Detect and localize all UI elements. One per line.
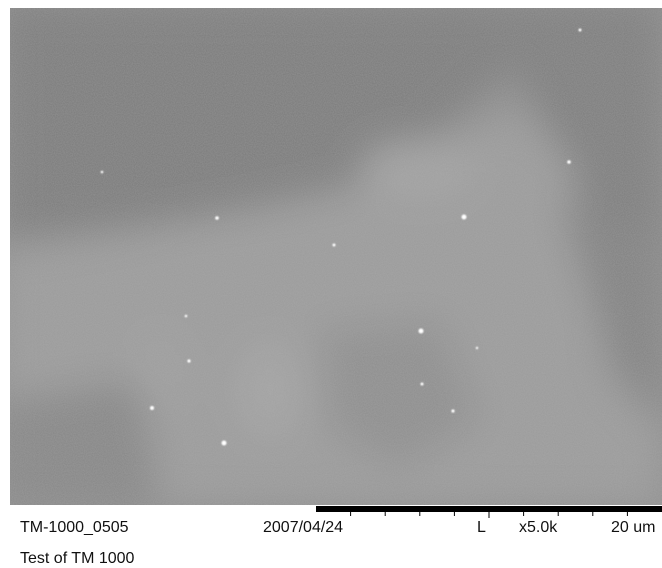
sem-image (10, 8, 662, 505)
caption: Test of TM 1000 (20, 550, 135, 567)
date: 2007/04/24 (263, 519, 343, 536)
scale-label: 20 um (611, 519, 655, 536)
magnification: x5.0k (519, 519, 558, 536)
bright-particles (100, 28, 582, 446)
image-id: TM-1000_0505 (20, 519, 129, 536)
mode: L (477, 519, 486, 536)
scale-bar (316, 506, 662, 518)
